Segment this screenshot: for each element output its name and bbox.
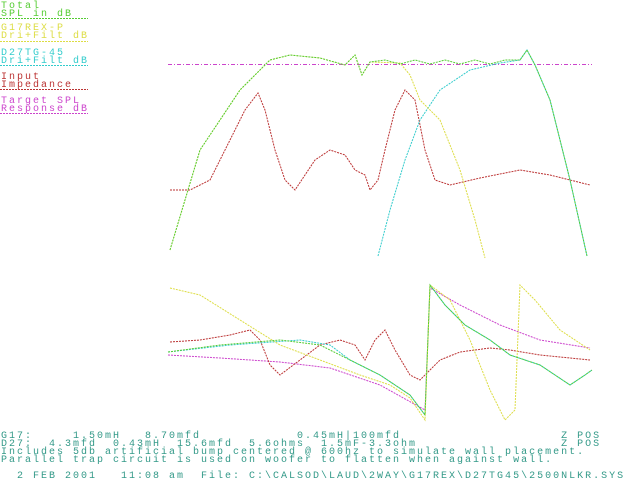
total-phase <box>167 283 593 417</box>
legend-text: G17REX-P <box>1 23 65 34</box>
legend-text: D27TG-45 <box>1 48 65 59</box>
footer-line: Includes 5db artificial bump centered @ … <box>1 446 585 458</box>
footer: G17: 1.50mH 8.70mfd 0.45mH|100mfd Z POS … <box>1 430 625 480</box>
legend-text: Dri+Filt dB <box>1 55 89 67</box>
impedance-phase <box>169 329 591 381</box>
footer-line: D27: 4.3mfd 0.43mH 15.6mfd 5.6ohms 1.5mF… <box>1 438 601 450</box>
woofer-curve <box>169 54 486 259</box>
impedance-curve <box>170 89 591 192</box>
legend-text: Input <box>1 72 41 83</box>
target-phase <box>167 287 591 411</box>
legend-text: Impedance <box>1 79 73 91</box>
legend-text: Target SPL <box>1 96 81 107</box>
footer-line: Parallel trap circuit is used on woofer … <box>1 454 553 466</box>
spl-graph <box>168 49 592 259</box>
tweeter-curve <box>377 49 588 257</box>
legend: Total SPL in dB G17REX-P Dri+Filt dB D27… <box>0 0 89 115</box>
total-curve <box>169 49 588 257</box>
legend-text: Response dB <box>1 103 89 115</box>
footer-line: G17: 1.50mH 8.70mfd 0.45mH|100mfd Z POS <box>1 430 601 442</box>
footer-line: 2 FEB 2001 11:08 am File: C:\CALSOD\LAUD… <box>1 470 625 480</box>
legend-text: Total <box>1 0 41 12</box>
legend-text: Dri+Filt dB <box>1 30 89 42</box>
legend-text: SPL in dB <box>1 8 73 20</box>
tweeter-phase <box>167 283 593 417</box>
phase-graph <box>167 283 593 422</box>
